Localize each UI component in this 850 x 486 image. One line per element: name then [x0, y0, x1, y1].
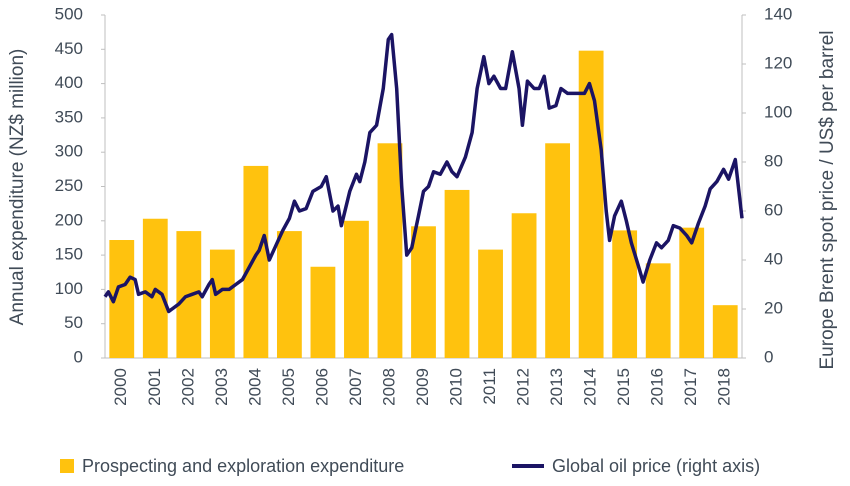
legend-label: Global oil price (right axis)	[552, 456, 760, 476]
y-tick-label: 400	[55, 73, 83, 92]
x-tick-label: 2016	[648, 368, 667, 406]
bar	[578, 50, 604, 359]
bar	[679, 227, 705, 358]
x-tick-label: 2006	[312, 368, 331, 406]
y-tick-label: 250	[55, 176, 83, 195]
x-tick-label: 2015	[614, 368, 633, 406]
bar	[511, 213, 537, 358]
y-tick-label: 150	[55, 245, 83, 264]
y-tick-label: 50	[64, 313, 83, 332]
y2-axis-label: Europe Brent spot price / US$ per barrel	[817, 30, 838, 369]
y-tick-label: 100	[55, 279, 83, 298]
y2-tick-label: 40	[764, 249, 783, 268]
x-tick-label: 2000	[111, 368, 130, 406]
legend-label: Prospecting and exploration expenditure	[82, 456, 404, 476]
x-tick-label: 2005	[279, 368, 298, 406]
x-tick-label: 2007	[346, 368, 365, 406]
y-axis-label: Annual expenditure (NZ$ million)	[7, 49, 28, 326]
y-tick-label: 200	[55, 210, 83, 229]
y2-tick-label: 80	[764, 151, 783, 170]
y-tick-label: 350	[55, 107, 83, 126]
x-tick-label: 2013	[547, 368, 566, 406]
x-tick-label: 2004	[245, 368, 264, 406]
y2-tick-label: 0	[764, 347, 773, 366]
legend-swatch	[60, 459, 74, 473]
bar	[444, 189, 470, 358]
x-tick-label: 2009	[413, 368, 432, 406]
x-tick-label: 2002	[178, 368, 197, 406]
y2-tick-label: 100	[764, 102, 792, 121]
y2-tick-label: 120	[764, 53, 792, 72]
x-tick-label: 2003	[212, 368, 231, 406]
bar	[344, 220, 369, 358]
bar	[276, 231, 302, 358]
bar	[712, 305, 738, 358]
x-tick-label: 2012	[514, 368, 533, 406]
y2-tick-label: 140	[764, 4, 792, 23]
x-tick-label: 2014	[581, 368, 600, 406]
bar	[377, 143, 403, 358]
x-tick-label: 2010	[447, 368, 466, 406]
bar	[310, 266, 336, 358]
line	[103, 32, 744, 314]
y2-tick-label: 60	[764, 200, 783, 219]
bar	[545, 143, 571, 358]
y-tick-label: 500	[55, 4, 83, 23]
bar	[243, 165, 269, 358]
x-tick-label: 2011	[480, 368, 499, 405]
y-tick-label: 0	[74, 347, 83, 366]
bar	[478, 249, 503, 358]
bar	[645, 263, 671, 358]
bar	[209, 249, 235, 358]
x-tick-label: 2008	[379, 368, 398, 406]
bar	[411, 226, 436, 358]
y2-tick-label: 20	[764, 298, 783, 317]
y-tick-label: 450	[55, 39, 83, 58]
y-tick-label: 300	[55, 142, 83, 161]
x-tick-label: 2001	[145, 368, 164, 406]
x-tick-label: 2017	[681, 368, 700, 406]
x-tick-label: 2018	[715, 368, 734, 406]
